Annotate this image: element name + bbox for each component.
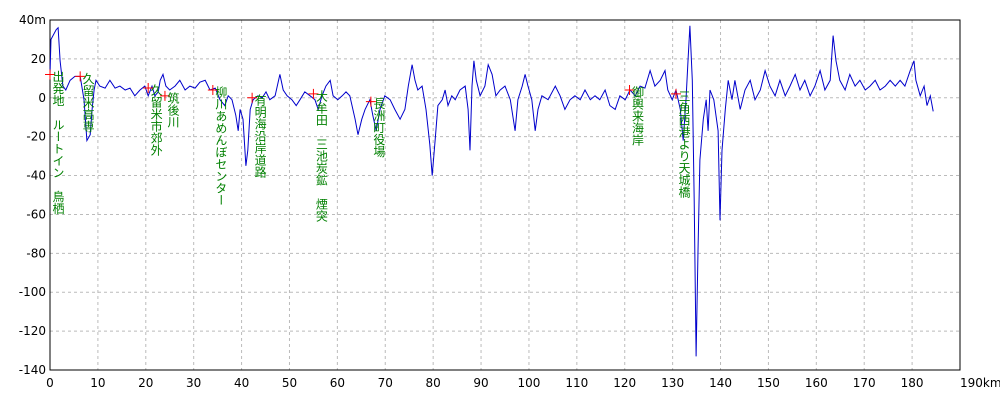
x-tick-label: 10 — [90, 376, 105, 390]
annotation-label: 有明海沿岸道路 — [253, 93, 267, 178]
y-tick-label: -120 — [19, 324, 46, 338]
annotation-label: 筑後川 — [166, 90, 180, 127]
marker-cross — [670, 88, 681, 99]
y-tick-label: 20 — [31, 52, 46, 66]
marker-cross — [75, 71, 86, 82]
annotation-label: 柳川あめんぼセンター — [214, 86, 228, 206]
x-tick-label: 190km — [960, 376, 1000, 390]
x-tick-label: 20 — [138, 376, 153, 390]
y-tick-label: -20 — [26, 130, 46, 144]
marker-cross — [308, 88, 319, 99]
x-tick-label: 130 — [661, 376, 684, 390]
marker-cross — [159, 90, 170, 101]
x-tick-label: 160 — [805, 376, 828, 390]
annotation-label: 三角西港より天城橋 — [677, 90, 691, 199]
marker-cross — [624, 85, 635, 95]
x-tick-label: 0 — [46, 376, 54, 390]
y-tick-label: -100 — [19, 285, 46, 299]
x-tick-label: 180 — [901, 376, 924, 390]
y-tick-label: -140 — [19, 363, 46, 377]
x-tick-label: 90 — [473, 376, 488, 390]
y-tick-label: 40m — [19, 13, 46, 27]
x-tick-label: 40 — [234, 376, 249, 390]
annotation-label: 出発地 ルートイン 鳥栖 — [51, 70, 65, 214]
marker-cross — [45, 69, 55, 80]
annotation-label: 大牟田 三池炭鉱 煙突 — [314, 89, 328, 221]
x-tick-label: 110 — [565, 376, 588, 390]
x-tick-label: 50 — [282, 376, 297, 390]
marker-cross — [143, 83, 154, 94]
annotation-label: 長洲町役場 — [372, 97, 386, 158]
profile-line — [49, 25, 934, 357]
x-tick-label: 60 — [330, 376, 345, 390]
marker-cross — [247, 92, 258, 103]
x-tick-label: 70 — [378, 376, 393, 390]
x-tick-label: 120 — [613, 376, 636, 390]
annotation-label: 御輿来海岸 — [631, 85, 645, 146]
y-tick-label: 0 — [38, 91, 46, 105]
x-tick-label: 100 — [517, 376, 540, 390]
y-tick-label: -80 — [26, 246, 46, 260]
marker-cross — [207, 85, 218, 95]
x-tick-label: 140 — [709, 376, 732, 390]
x-tick-label: 30 — [186, 376, 201, 390]
x-tick-label: 170 — [853, 376, 876, 390]
annotation-label: 久留米市郊外 — [149, 84, 163, 156]
plot-frame — [49, 19, 961, 371]
marker-cross — [365, 96, 376, 107]
annotation-label: 久留米高専 — [81, 72, 95, 132]
x-tick-label: 150 — [757, 376, 780, 390]
y-tick-label: -40 — [26, 169, 46, 183]
y-tick-label: -60 — [26, 207, 46, 221]
x-tick-label: 80 — [426, 376, 441, 390]
